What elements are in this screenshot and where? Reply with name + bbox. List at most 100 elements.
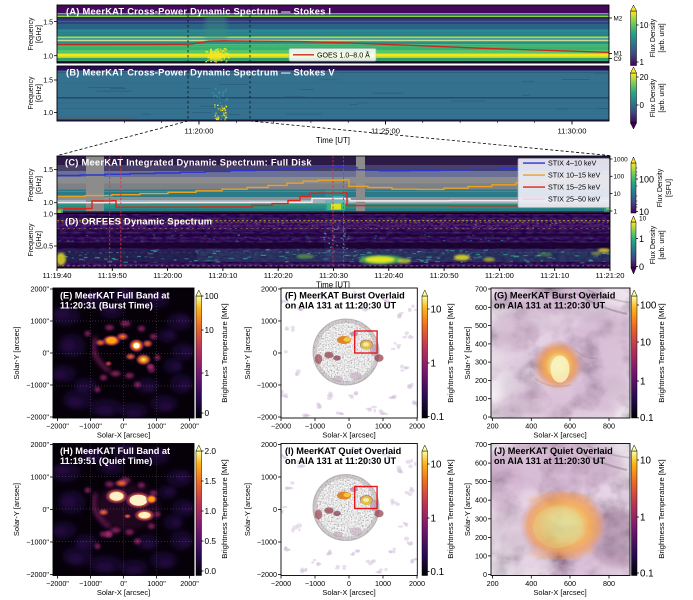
- svg-text:STIX 25–50 keV: STIX 25–50 keV: [548, 194, 601, 203]
- svg-text:11:20:50: 11:20:50: [430, 271, 459, 280]
- svg-text:Solar-X [arcsec]: Solar-X [arcsec]: [533, 431, 586, 440]
- svg-text:1: 1: [640, 58, 645, 67]
- svg-text:1: 1: [640, 512, 645, 523]
- svg-text:−2000": −2000": [46, 422, 69, 431]
- svg-text:0: 0: [639, 262, 644, 272]
- svg-text:2.0: 2.0: [205, 446, 217, 456]
- svg-text:STIX 15–25 keV: STIX 15–25 keV: [548, 182, 601, 191]
- svg-text:(A) MeerKAT Cross-Power Dynami: (A) MeerKAT Cross-Power Dynamic Spectrum…: [66, 7, 331, 17]
- svg-text:−1000": −1000": [26, 381, 49, 390]
- svg-text:400: 400: [475, 496, 487, 505]
- svg-text:1000: 1000: [614, 156, 629, 163]
- svg-text:Solar-X [arcsec]: Solar-X [arcsec]: [322, 431, 375, 440]
- svg-text:Frequency: Frequency: [28, 76, 35, 110]
- svg-text:100: 100: [640, 300, 657, 311]
- svg-text:2000: 2000: [409, 579, 425, 588]
- svg-text:400: 400: [475, 339, 487, 348]
- svg-text:10: 10: [639, 207, 649, 217]
- svg-text:−2000": −2000": [46, 579, 69, 588]
- svg-text:Solar-X [arcsec]: Solar-X [arcsec]: [322, 588, 375, 597]
- svg-text:(C) MeerKAT Integrated Dynamic: (C) MeerKAT Integrated Dynamic Spectrum:…: [65, 157, 312, 167]
- svg-text:Flux Density: Flux Density: [650, 225, 657, 264]
- svg-text:100: 100: [639, 175, 654, 185]
- svg-text:10: 10: [640, 455, 651, 466]
- svg-text:20: 20: [640, 73, 649, 82]
- svg-text:11:19:51 (Quiet Time): 11:19:51 (Quiet Time): [60, 456, 152, 466]
- svg-text:−1000: −1000: [257, 381, 277, 390]
- svg-text:500: 500: [475, 321, 487, 330]
- svg-text:−2000": −2000": [26, 570, 49, 579]
- svg-text:1.0: 1.0: [205, 506, 217, 516]
- svg-text:(F) MeerKAT Burst Overlaid: (F) MeerKAT Burst Overlaid: [285, 291, 405, 301]
- svg-text:1: 1: [640, 376, 645, 387]
- svg-text:−1000": −1000": [79, 422, 102, 431]
- svg-text:10: 10: [639, 216, 647, 223]
- svg-text:800: 800: [603, 422, 615, 431]
- svg-text:1: 1: [205, 368, 210, 378]
- svg-text:(G) MeerKAT Burst Overlaid: (G) MeerKAT Burst Overlaid: [494, 291, 615, 301]
- svg-text:0: 0: [347, 579, 351, 588]
- svg-text:10: 10: [205, 325, 215, 335]
- svg-text:0: 0: [483, 413, 487, 422]
- svg-text:[GHz]: [GHz]: [36, 176, 43, 194]
- svg-text:11:25:00: 11:25:00: [371, 126, 400, 135]
- svg-text:−1000: −1000: [305, 579, 325, 588]
- svg-text:1: 1: [431, 358, 436, 369]
- svg-text:2000": 2000": [30, 285, 49, 294]
- svg-text:1: 1: [431, 513, 436, 524]
- svg-text:(E) MeerKAT Full Band at: (E) MeerKAT Full Band at: [60, 291, 170, 301]
- svg-text:(B) MeerKAT Cross-Power Dynami: (B) MeerKAT Cross-Power Dynamic Spectrum…: [66, 68, 335, 78]
- svg-text:300: 300: [475, 514, 487, 523]
- svg-text:100: 100: [475, 551, 487, 560]
- svg-text:0.1: 0.1: [431, 412, 445, 423]
- svg-text:600: 600: [564, 422, 576, 431]
- svg-text:C9: C9: [614, 56, 623, 63]
- svg-text:600: 600: [475, 303, 487, 312]
- svg-text:11:20:20: 11:20:20: [264, 271, 293, 280]
- svg-text:2000": 2000": [180, 579, 199, 588]
- svg-text:11:30:00: 11:30:00: [558, 126, 587, 135]
- svg-text:(H) MeerKAT Full Band at: (H) MeerKAT Full Band at: [60, 446, 170, 456]
- svg-text:Time [UT]: Time [UT]: [316, 280, 350, 289]
- svg-text:[GHz]: [GHz]: [36, 84, 43, 102]
- svg-text:1000": 1000": [147, 579, 166, 588]
- svg-text:11:21:10: 11:21:10: [540, 271, 569, 280]
- svg-text:Solar-X [arcsec]: Solar-X [arcsec]: [533, 588, 586, 597]
- svg-text:Solar-X [arcsec]: Solar-X [arcsec]: [97, 431, 150, 440]
- svg-text:[arb. unit]: [arb. unit]: [659, 230, 666, 259]
- svg-text:1.5: 1.5: [205, 476, 217, 486]
- svg-text:−1000: −1000: [257, 538, 277, 547]
- svg-text:Solar-X [arcsec]: Solar-X [arcsec]: [97, 588, 150, 597]
- svg-text:−1000": −1000": [79, 579, 102, 588]
- svg-text:Flux Density: Flux Density: [650, 18, 657, 57]
- svg-text:M1: M1: [614, 51, 623, 58]
- svg-text:0": 0": [120, 422, 127, 431]
- svg-text:600: 600: [564, 579, 576, 588]
- svg-text:1.0: 1.0: [43, 110, 53, 117]
- svg-text:200: 200: [475, 533, 487, 542]
- svg-text:1000": 1000": [147, 422, 166, 431]
- svg-text:−1000": −1000": [26, 538, 49, 547]
- svg-text:1000": 1000": [30, 317, 49, 326]
- svg-text:Frequency: Frequency: [28, 223, 35, 257]
- svg-text:0.1: 0.1: [640, 568, 654, 579]
- svg-text:Flux Density: Flux Density: [650, 78, 657, 117]
- svg-text:10: 10: [640, 337, 651, 348]
- svg-text:2000: 2000: [261, 285, 277, 294]
- svg-text:200: 200: [487, 422, 499, 431]
- svg-text:Solar-Y [arcsec]: Solar-Y [arcsec]: [243, 483, 252, 536]
- svg-text:10: 10: [640, 21, 649, 30]
- svg-text:1: 1: [614, 208, 618, 215]
- svg-text:700: 700: [475, 440, 487, 449]
- svg-text:2000": 2000": [30, 440, 49, 449]
- svg-text:[GHz]: [GHz]: [36, 231, 43, 249]
- svg-text:11:20:40: 11:20:40: [374, 271, 403, 280]
- svg-text:1: 1: [639, 234, 644, 244]
- svg-text:−2000": −2000": [26, 413, 49, 422]
- svg-text:[arb. unit]: [arb. unit]: [659, 23, 666, 52]
- svg-text:11:20:00: 11:20:00: [153, 271, 182, 280]
- svg-text:−2000: −2000: [271, 579, 291, 588]
- svg-text:(I) MeerKAT Quiet Overlaid: (I) MeerKAT Quiet Overlaid: [285, 446, 401, 456]
- svg-text:Brightness Temperature [MK]: Brightness Temperature [MK]: [220, 459, 229, 558]
- svg-text:STIX 10–15 keV: STIX 10–15 keV: [548, 170, 601, 179]
